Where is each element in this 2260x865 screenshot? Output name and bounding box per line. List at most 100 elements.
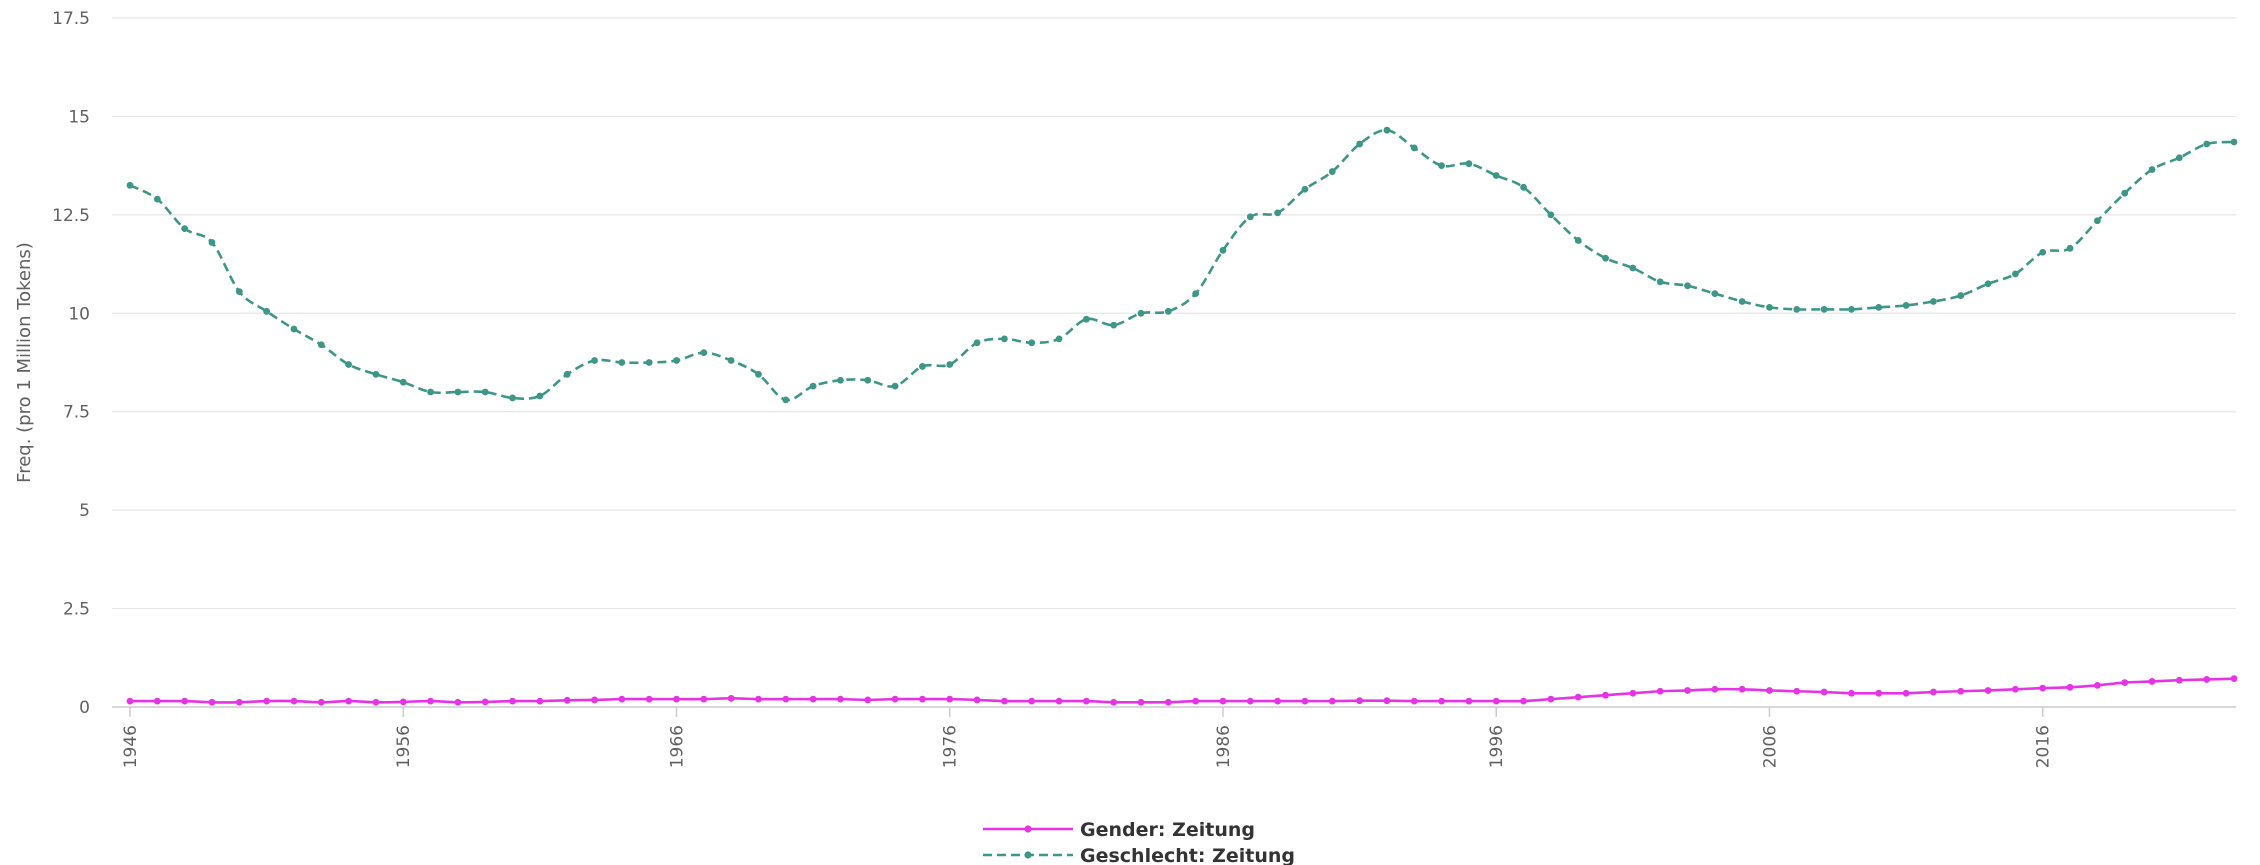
data-point[interactable] — [1465, 160, 1473, 168]
data-point[interactable] — [2093, 681, 2101, 689]
data-point[interactable] — [700, 695, 708, 703]
data-point[interactable] — [1492, 172, 1500, 179]
data-point[interactable] — [317, 698, 325, 706]
data-point[interactable] — [1055, 697, 1063, 705]
data-point[interactable] — [2093, 217, 2101, 225]
data-point[interactable] — [2121, 189, 2129, 197]
data-point[interactable] — [1410, 144, 1418, 152]
data-point[interactable] — [1164, 698, 1172, 706]
data-point[interactable] — [1274, 209, 1282, 217]
data-point[interactable] — [1602, 691, 1609, 699]
data-point[interactable] — [1574, 693, 1582, 701]
data-point[interactable] — [1383, 697, 1391, 705]
data-point[interactable] — [2039, 684, 2047, 692]
data-point[interactable] — [1656, 687, 1664, 695]
data-point[interactable] — [782, 695, 790, 703]
data-point[interactable] — [1438, 697, 1445, 705]
data-point[interactable] — [919, 695, 926, 703]
data-point[interactable] — [946, 695, 954, 703]
data-point[interactable] — [645, 695, 653, 703]
data-point[interactable] — [1793, 687, 1801, 695]
data-point[interactable] — [1820, 688, 1828, 696]
data-point[interactable] — [591, 696, 598, 704]
data-point[interactable] — [1574, 237, 1582, 244]
data-point[interactable] — [864, 696, 872, 704]
data-point[interactable] — [837, 695, 844, 703]
data-point[interactable] — [454, 388, 462, 396]
data-point[interactable] — [2066, 244, 2074, 252]
data-point[interactable] — [2175, 154, 2183, 162]
data-point[interactable] — [1738, 685, 1746, 693]
data-point[interactable] — [263, 697, 271, 705]
data-point[interactable] — [1848, 689, 1855, 697]
data-point[interactable] — [399, 378, 407, 386]
data-point[interactable] — [1082, 315, 1090, 323]
data-point[interactable] — [946, 361, 954, 368]
data-point[interactable] — [235, 288, 243, 296]
data-point[interactable] — [1902, 689, 1910, 697]
data-point[interactable] — [1766, 687, 1773, 694]
data-point[interactable] — [2121, 679, 2129, 686]
data-point[interactable] — [536, 697, 544, 705]
data-point[interactable] — [2230, 138, 2238, 146]
data-point[interactable] — [509, 697, 516, 705]
data-point[interactable] — [1328, 697, 1336, 705]
data-point[interactable] — [1602, 254, 1609, 262]
data-point[interactable] — [1137, 698, 1145, 706]
data-point[interactable] — [290, 325, 298, 333]
data-point[interactable] — [1547, 211, 1555, 219]
data-point[interactable] — [645, 359, 653, 366]
data-point[interactable] — [1711, 290, 1719, 297]
data-point[interactable] — [509, 394, 516, 402]
data-point[interactable] — [1984, 687, 1992, 694]
data-point[interactable] — [755, 695, 762, 703]
data-point[interactable] — [1438, 162, 1445, 170]
data-point[interactable] — [563, 696, 571, 704]
data-point[interactable] — [1547, 695, 1555, 703]
data-point[interactable] — [1520, 183, 1527, 191]
data-point[interactable] — [2148, 678, 2156, 685]
data-point[interactable] — [1301, 697, 1309, 705]
data-point[interactable] — [536, 392, 544, 400]
data-point[interactable] — [673, 357, 680, 364]
data-point[interactable] — [427, 388, 434, 396]
data-point[interactable] — [1028, 697, 1036, 705]
data-point[interactable] — [1356, 697, 1364, 705]
data-point[interactable] — [755, 370, 762, 378]
data-point[interactable] — [1520, 697, 1527, 705]
data-point[interactable] — [1110, 698, 1118, 706]
data-point[interactable] — [1219, 697, 1227, 705]
data-point[interactable] — [290, 697, 298, 705]
data-point[interactable] — [2148, 166, 2156, 173]
data-point[interactable] — [1110, 321, 1118, 329]
data-point[interactable] — [1984, 280, 1992, 288]
data-point[interactable] — [181, 697, 189, 705]
data-point[interactable] — [2012, 270, 2019, 278]
data-point[interactable] — [1793, 305, 1801, 313]
data-point[interactable] — [919, 363, 926, 370]
data-point[interactable] — [1930, 688, 1937, 696]
data-point[interactable] — [372, 698, 380, 706]
data-point[interactable] — [563, 370, 571, 378]
data-point[interactable] — [1356, 140, 1364, 148]
data-point[interactable] — [1000, 697, 1008, 705]
data-point[interactable] — [1711, 685, 1719, 693]
data-point[interactable] — [673, 695, 680, 703]
data-point[interactable] — [1875, 689, 1883, 697]
data-point[interactable] — [345, 361, 352, 368]
data-point[interactable] — [727, 694, 735, 702]
data-point[interactable] — [345, 697, 352, 705]
data-point[interactable] — [1246, 213, 1254, 221]
data-point[interactable] — [700, 349, 708, 357]
data-point[interactable] — [837, 376, 844, 384]
data-point[interactable] — [727, 357, 735, 364]
data-point[interactable] — [864, 376, 872, 384]
data-point[interactable] — [1301, 185, 1309, 193]
data-point[interactable] — [372, 370, 380, 378]
data-point[interactable] — [618, 359, 626, 366]
data-point[interactable] — [1465, 697, 1473, 705]
data-point[interactable] — [1219, 246, 1227, 254]
data-point[interactable] — [809, 382, 817, 390]
data-point[interactable] — [2203, 140, 2211, 148]
legend-item[interactable]: Gender: Zeitung — [983, 819, 1255, 841]
